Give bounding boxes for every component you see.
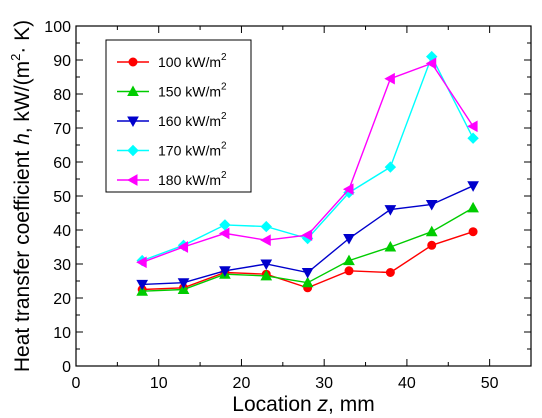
series-group [136,50,479,296]
legend-label-superscript: 2 [221,111,227,122]
data-point [260,234,271,247]
y-tick-label: 50 [53,189,71,206]
data-point [177,241,189,253]
legend-label: 180 kW/m2 [158,170,227,188]
legend: 100 kW/m2 150 kW/m2 160 kW/m2 170 kW/m2 180 … [105,39,252,193]
y-tick-label: 0 [62,359,71,376]
x-tick-label: 40 [398,375,416,392]
data-point [344,266,354,276]
legend-entry-2: 150 kW/m2 [117,82,227,100]
legend-label: 150 kW/m2 [158,82,227,100]
data-point [468,227,478,237]
x-tick-label: 10 [150,375,168,392]
legend-label-superscript: 2 [221,141,227,152]
series-5 [136,57,478,269]
legend-marker [127,116,139,128]
data-point [177,283,190,294]
legend-label-superscript: 2 [221,82,227,93]
data-point [384,161,397,173]
y-tick-label: 90 [53,53,71,70]
data-point [219,219,231,231]
data-point [343,254,355,266]
series-2 [136,201,479,296]
data-point [467,181,479,192]
axis-ticks [75,25,531,367]
data-point [467,201,479,213]
legend-entry-5: 180 kW/m2 [117,170,227,188]
x-tick-label: 30 [315,375,333,392]
legend-marker [128,57,138,67]
legend-label: 160 kW/m2 [158,111,227,129]
data-point [425,225,438,237]
y-axis-unit-rest: · K) [11,20,34,54]
data-point [425,57,437,70]
data-point [385,268,395,277]
data-point [218,227,230,240]
legend-marker [126,174,138,186]
legend-entry-3: 160 kW/m2 [117,111,227,129]
tick-labels: 0 10 20 30 40 50 0 10 20 30 40 50 60 70 80 90 100 [44,19,498,392]
x-axis-variable: z [317,393,329,416]
y-axis-variable: h [11,133,34,145]
data-point [260,220,272,233]
y-tick-label: 70 [53,121,71,138]
data-point [136,256,147,269]
legend-marker [127,85,139,96]
legend-entry-1: 100 kW/m2 [117,52,227,70]
data-point [467,120,478,133]
data-point [177,278,190,289]
data-point [384,240,397,252]
data-point [136,285,149,296]
legend-entry-4: 170 kW/m2 [117,141,227,159]
data-point [467,132,479,144]
data-point [427,240,437,250]
y-axis-title: Heat transfer coefficient h, kW/(m2· K) [8,20,34,372]
data-point [342,183,354,196]
data-point [301,268,314,279]
legend-label-superscript: 2 [221,170,227,181]
y-tick-label: 80 [53,87,71,104]
x-tick-label: 50 [481,375,499,392]
y-tick-label: 10 [53,325,71,342]
y-tick-label: 100 [44,19,71,36]
data-point [301,229,313,241]
legend-marker [127,144,139,157]
data-point [260,269,273,281]
y-tick-label: 60 [53,155,71,172]
data-point [260,259,273,271]
legend-label-superscript: 2 [221,52,227,63]
x-tick-label: 0 [72,375,81,392]
legend-label: 170 kW/m2 [158,141,227,159]
y-tick-label: 40 [53,223,71,240]
data-point [384,205,397,216]
x-axis-title: Location z, mm [232,393,374,416]
data-point [343,234,355,245]
data-point [384,72,395,85]
series-3 [136,181,479,291]
data-point [219,266,231,277]
legend-label: 100 kW/m2 [158,52,227,70]
data-point [136,279,149,291]
data-point [301,276,314,288]
y-axis-superscript: 2 [8,54,23,61]
y-tick-label: 20 [53,291,71,308]
data-point [425,200,438,211]
x-tick-label: 20 [233,375,251,392]
y-tick-label: 30 [53,257,71,274]
